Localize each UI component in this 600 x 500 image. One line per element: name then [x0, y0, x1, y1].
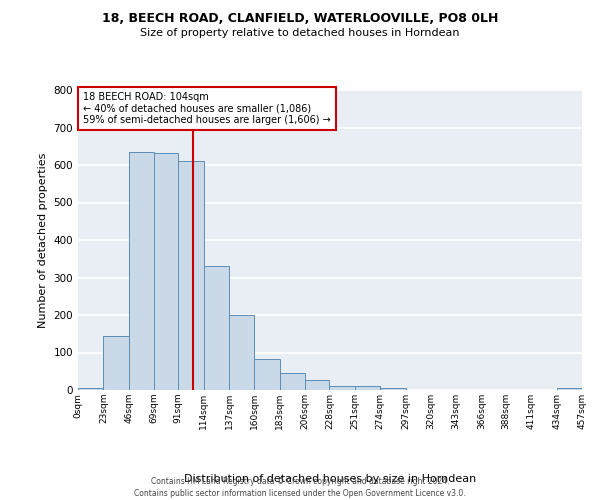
- Text: 18, BEECH ROAD, CLANFIELD, WATERLOOVILLE, PO8 0LH: 18, BEECH ROAD, CLANFIELD, WATERLOOVILLE…: [102, 12, 498, 26]
- Bar: [78, 388, 103, 390]
- Bar: [103, 336, 129, 390]
- Bar: [305, 380, 329, 390]
- Bar: [280, 373, 305, 390]
- Bar: [557, 388, 582, 390]
- Bar: [154, 154, 178, 390]
- X-axis label: Distribution of detached houses by size in Horndean: Distribution of detached houses by size …: [184, 474, 476, 484]
- Bar: [254, 358, 280, 390]
- Bar: [355, 386, 380, 390]
- Text: Size of property relative to detached houses in Horndean: Size of property relative to detached ho…: [140, 28, 460, 38]
- Bar: [204, 266, 229, 390]
- Bar: [129, 152, 154, 390]
- Bar: [178, 161, 204, 390]
- Bar: [329, 386, 355, 390]
- Y-axis label: Number of detached properties: Number of detached properties: [38, 152, 48, 328]
- Bar: [380, 388, 406, 390]
- Text: 18 BEECH ROAD: 104sqm
← 40% of detached houses are smaller (1,086)
59% of semi-d: 18 BEECH ROAD: 104sqm ← 40% of detached …: [83, 92, 331, 124]
- Text: Contains HM Land Registry data © Crown copyright and database right 2024.
Contai: Contains HM Land Registry data © Crown c…: [134, 476, 466, 498]
- Bar: [229, 315, 254, 390]
